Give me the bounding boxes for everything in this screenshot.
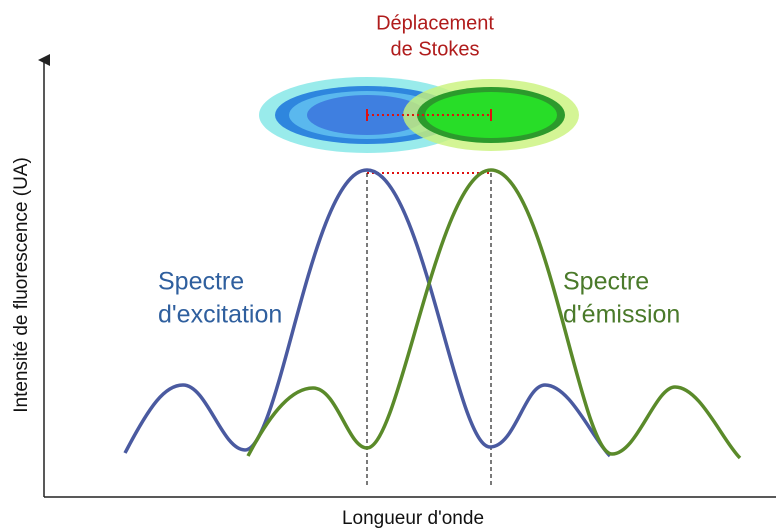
page: Déplacement de Stokes Spectre d'excitati… [0,0,784,531]
emission-label: Spectre [563,268,649,296]
shift-label: de Stokes [391,38,480,60]
diagram: Déplacement de Stokes Spectre d'excitati… [0,0,784,531]
emission-label: d'émission [563,301,680,329]
shift-label: Déplacement [376,12,494,34]
x-axis-label: Longueur d'onde [342,508,484,529]
excitation-label: d'excitation [158,301,282,329]
y-axis-label: Intensité de fluorescence (UA) [11,157,32,413]
excitation-label: Spectre [158,268,244,296]
